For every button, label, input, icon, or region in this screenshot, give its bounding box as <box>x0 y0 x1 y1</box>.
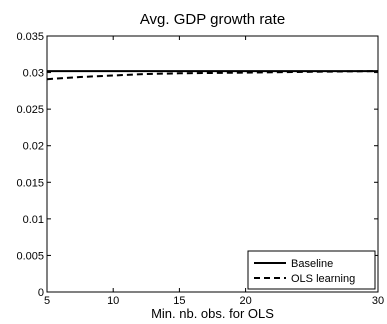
y-tick-label: 0.02 <box>23 141 44 153</box>
legend-label: Baseline <box>291 258 333 270</box>
legend-label: OLS learning <box>291 273 355 285</box>
x-tick-label: 10 <box>107 295 119 307</box>
y-tick-label: 0.01 <box>23 214 44 226</box>
y-tick-label: 0.035 <box>16 31 44 43</box>
x-tick-label: 5 <box>44 295 50 307</box>
legend: Baseline OLS learning <box>247 250 376 290</box>
y-axis: 0 0.005 0.01 0.015 0.02 0.025 0.03 0.035 <box>16 31 378 299</box>
legend-box <box>247 250 376 290</box>
y-tick-label: 0.03 <box>23 68 44 80</box>
y-tick-label: 0 <box>38 287 44 299</box>
x-tick-label: 15 <box>173 295 185 307</box>
x-axis: 5 10 15 20 30 <box>44 36 384 307</box>
x-tick-label: 30 <box>372 295 384 307</box>
series-line-ols-learning <box>46 70 379 81</box>
plot-area <box>46 35 379 293</box>
series-layer <box>46 70 379 81</box>
x-tick-label: 20 <box>239 295 251 307</box>
chart-title: Avg. GDP growth rate <box>140 11 285 28</box>
y-tick-label: 0.025 <box>16 104 44 116</box>
x-axis-title: Min. nb. obs. for OLS <box>151 306 274 321</box>
y-tick-label: 0.005 <box>16 250 44 262</box>
y-tick-label: 0.015 <box>16 177 44 189</box>
